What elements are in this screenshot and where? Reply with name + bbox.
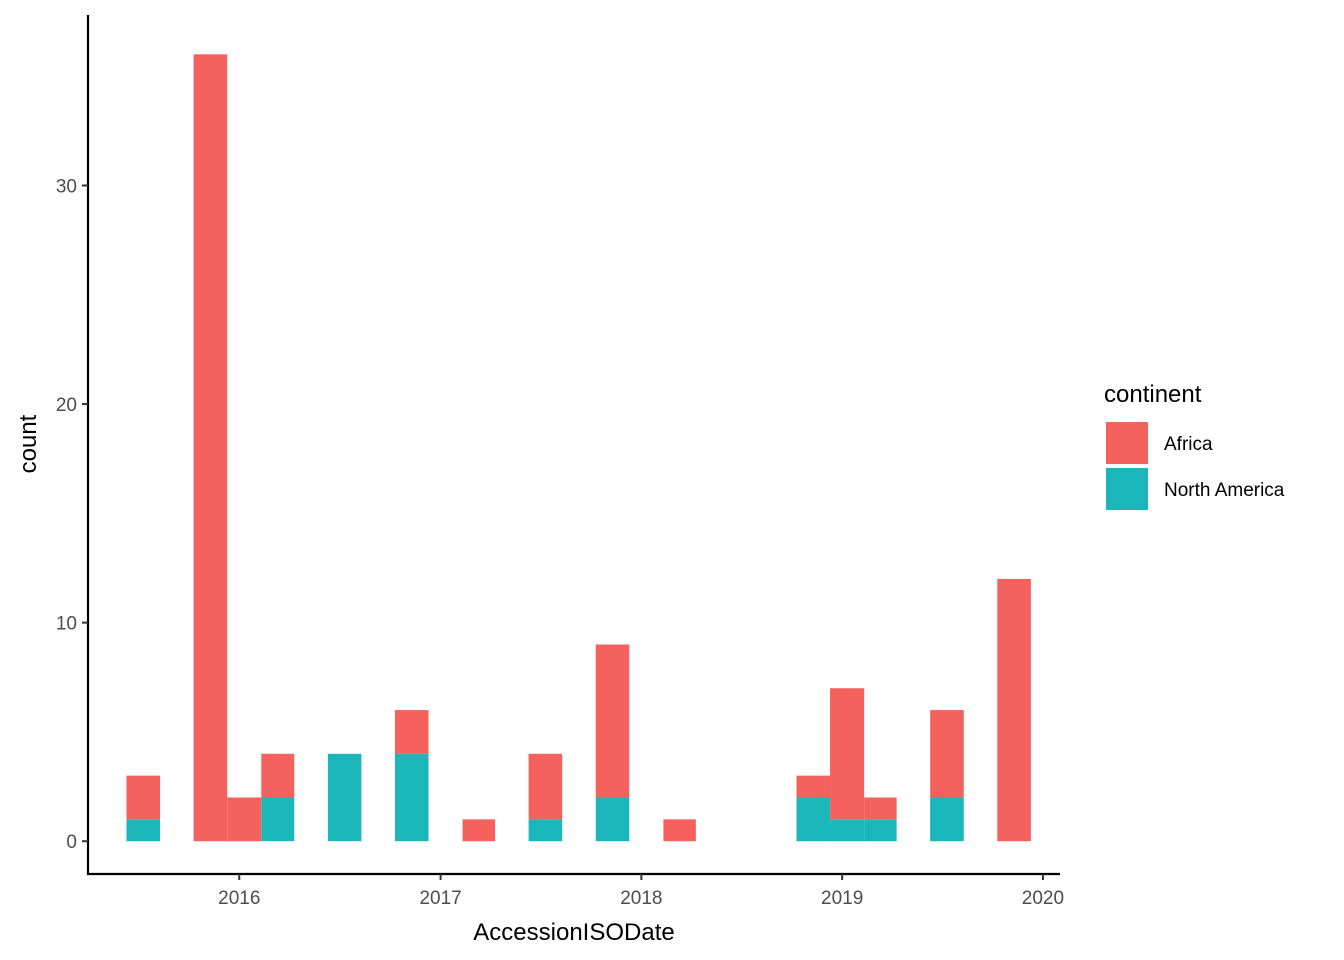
- x-tick-label-2020: 2020: [1022, 888, 1064, 909]
- x-tick-label-2017: 2017: [419, 888, 461, 909]
- legend: continent Africa North America: [1104, 381, 1285, 510]
- bar-north-america-3: [261, 797, 295, 842]
- bar-africa-1: [193, 54, 228, 842]
- y-tick-label-0: 0: [66, 832, 77, 853]
- bar-africa-2: [227, 797, 262, 842]
- bar-north-america-10: [796, 797, 831, 842]
- bar-africa-7: [528, 753, 563, 820]
- legend-swatch-africa: [1106, 422, 1148, 464]
- bar-north-america-5: [394, 753, 429, 842]
- bar-africa-14: [997, 578, 1031, 842]
- y-axis-title: count: [15, 414, 42, 473]
- bar-africa-10: [796, 775, 831, 798]
- x-ticks-layer: 2016 2017 2018 2019 2020: [218, 874, 1064, 909]
- x-axis-title: AccessionISODate: [473, 919, 674, 946]
- bar-africa-0: [126, 775, 161, 820]
- x-tick-label-2018: 2018: [620, 888, 662, 909]
- bar-north-america-11: [830, 819, 865, 842]
- x-tick-label-2016: 2016: [218, 888, 260, 909]
- bar-africa-3: [261, 753, 295, 798]
- bar-africa-9: [663, 819, 696, 842]
- bar-africa-6: [462, 819, 496, 842]
- bar-north-america-8: [595, 797, 630, 842]
- bar-north-america-13: [930, 797, 964, 842]
- legend-swatch-north-america: [1106, 468, 1148, 510]
- bar-africa-13: [930, 710, 964, 798]
- bar-north-america-7: [528, 819, 563, 842]
- legend-label-africa: Africa: [1164, 434, 1213, 455]
- x-tick-label-2019: 2019: [821, 888, 863, 909]
- y-ticks-layer: 0 10 20 30: [56, 176, 88, 853]
- y-tick-label-20: 20: [56, 395, 77, 416]
- bars-layer: [126, 54, 1031, 842]
- bar-north-america-4: [327, 753, 362, 842]
- bar-africa-5: [394, 710, 429, 754]
- bar-africa-8: [595, 644, 630, 798]
- legend-label-north-america: North America: [1164, 480, 1285, 501]
- legend-title: continent: [1104, 381, 1202, 408]
- bar-africa-11: [830, 688, 865, 820]
- y-tick-label-30: 30: [56, 176, 77, 197]
- y-tick-label-10: 10: [56, 614, 77, 635]
- bar-north-america-12: [864, 819, 897, 842]
- bar-africa-12: [864, 797, 897, 820]
- bar-north-america-0: [126, 819, 161, 842]
